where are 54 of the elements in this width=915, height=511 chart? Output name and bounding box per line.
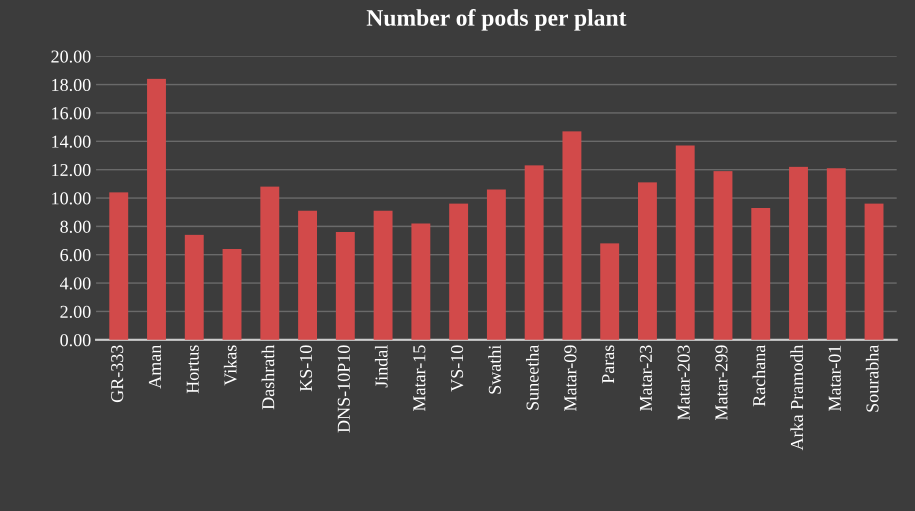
- y-tick-label: 18.00: [52, 78, 91, 92]
- y-tick-label: 2.00: [60, 306, 91, 318]
- bar: [298, 210, 317, 340]
- x-tick-label: Matar-15: [413, 345, 426, 411]
- bar: [524, 165, 544, 340]
- y-tick-label: 8.00: [60, 220, 91, 233]
- x-tick-label: Matar-23: [640, 345, 652, 411]
- y-tick-label: 0.00: [60, 334, 91, 346]
- y-tick-label: 16.00: [52, 107, 91, 120]
- bar: [222, 249, 242, 340]
- bar: [109, 192, 128, 340]
- bar: [751, 208, 770, 340]
- bar: [562, 131, 582, 340]
- x-tick-label: Aman: [148, 344, 162, 389]
- x-tick-label: DNS-10P10: [338, 345, 350, 432]
- y-tick-label: 12.00: [52, 164, 91, 176]
- x-tick-label: Rachana: [752, 344, 766, 406]
- y-tick-label: 4.00: [60, 277, 91, 290]
- bar: [374, 210, 393, 340]
- bar: [864, 204, 884, 340]
- x-tick-label: Paras: [602, 345, 614, 384]
- x-tick-label: Sourabha: [866, 344, 879, 412]
- bar: [411, 224, 430, 340]
- bar: [714, 171, 732, 340]
- x-tick-label: KS-10: [300, 345, 312, 392]
- x-tick-label: GR-333: [111, 345, 124, 402]
- x-tick-label: Dashrath: [262, 344, 274, 410]
- x-tick-label: Arka Pramodh: [790, 344, 804, 450]
- x-tick-label: VS-10: [450, 345, 464, 392]
- x-tick-label: Matar-09: [564, 345, 576, 411]
- bar: [260, 186, 280, 340]
- bar: [486, 190, 506, 340]
- chart-title: Number of pods per plant: [366, 9, 626, 31]
- bar: [638, 182, 657, 340]
- bar: [789, 166, 808, 340]
- y-tick-label: 20.00: [51, 50, 91, 63]
- x-tick-label: Matar-299: [715, 345, 728, 420]
- x-tick-label: Jindal: [374, 345, 388, 388]
- bar: [826, 168, 846, 340]
- bar: [336, 232, 355, 340]
- bar: [676, 146, 695, 340]
- bar: [449, 204, 468, 340]
- x-tick-label: Vikas: [224, 345, 237, 386]
- x-tick-label: Matar-01: [828, 346, 841, 411]
- x-tick-label: Swathi: [488, 345, 501, 394]
- bar: [184, 234, 204, 340]
- bar: [147, 78, 166, 340]
- x-tick-label: Matar-203: [678, 345, 690, 420]
- y-tick-label: 6.00: [60, 248, 91, 262]
- x-tick-label: Hortus: [186, 345, 199, 394]
- y-tick-label: 10.00: [52, 192, 91, 205]
- y-tick-label: 14.00: [52, 136, 91, 148]
- x-tick-label: Suneetha: [526, 344, 539, 410]
- bar: [600, 243, 620, 340]
